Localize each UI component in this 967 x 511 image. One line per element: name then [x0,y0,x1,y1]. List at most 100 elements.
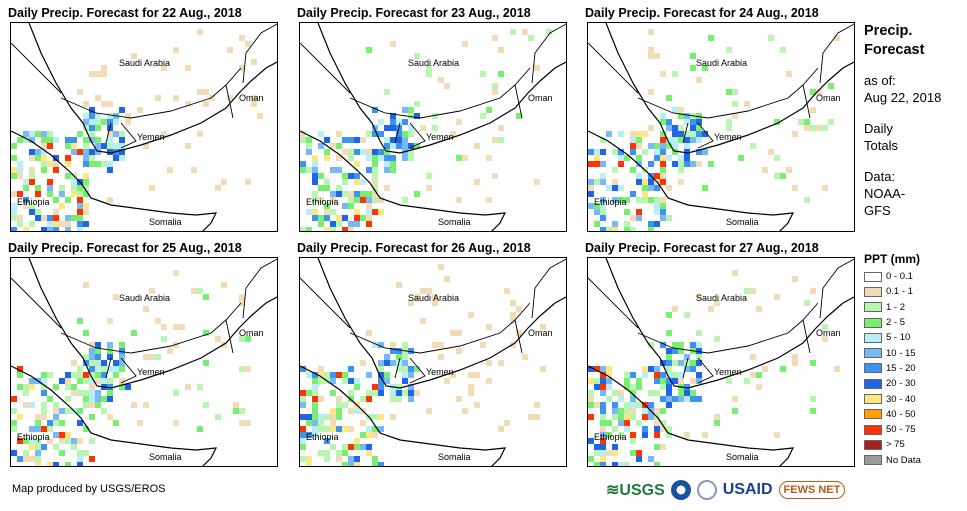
precip-cell [348,378,354,384]
precip-cell [384,167,390,173]
precip-cell [245,41,251,47]
precip-cell [708,306,714,312]
precip-cell [474,179,480,185]
precip-cell [642,131,648,137]
legend-swatch [864,378,882,389]
precip-cell [654,372,660,378]
precip-cell [251,59,257,65]
precip-cell [684,131,690,137]
precip-cell [378,372,384,378]
precip-cell [666,354,672,360]
precip-cell [402,378,408,384]
precip-cell [702,185,708,191]
precip-cell [354,438,360,444]
precip-cell [648,197,654,203]
precip-cell [107,167,113,173]
precip-cell [336,215,342,221]
precip-cell [594,402,600,408]
precip-cell [612,221,618,227]
precip-cell [666,366,672,372]
precip-cell [342,444,348,450]
precip-cell [306,462,312,466]
precip-cell [95,143,101,149]
admin-borders [11,23,277,149]
precip-cell [318,450,324,456]
precip-cell [648,125,654,131]
precip-cell [155,95,161,101]
precip-cell [77,450,83,456]
precip-cell [540,366,546,372]
asof-date: Aug 22, 2018 [864,90,942,105]
precip-cell [678,360,684,366]
precip-cell [612,185,618,191]
precip-cell [318,426,324,432]
precip-cell [372,384,378,390]
precip-cell [450,330,456,336]
precip-cell [390,119,396,125]
precip-cell [257,113,263,119]
precip-cell [624,426,630,432]
precip-cell [342,149,348,155]
precip-cell [107,131,113,137]
arabia-coastline [605,258,854,389]
precip-cell [149,354,155,360]
precip-cell [612,179,618,185]
precip-map: Saudi Arabia Oman Yemen Ethiopia Somalia [10,257,278,467]
precip-cell [71,137,77,143]
precip-cell [612,197,618,203]
precip-cell [95,113,101,119]
precip-cell [390,390,396,396]
precip-cell [798,119,804,125]
precip-cell [239,294,245,300]
precip-cell [83,143,89,149]
precip-cell [47,215,53,221]
precip-cell [774,155,780,161]
precip-cell [480,113,486,119]
precip-cell [342,173,348,179]
precip-cell [756,306,762,312]
precip-cell [672,137,678,143]
precip-cell [588,456,594,462]
precip-cell [468,390,474,396]
precip-cell [107,149,113,155]
precip-cell [300,444,306,450]
precip-cell [678,378,684,384]
precip-cell [336,408,342,414]
precip-cell [384,161,390,167]
precip-cell [600,462,606,466]
legend-label: > 75 [886,439,905,451]
logo-strip: ≋USGS USAID FEWS NET [606,480,846,500]
precip-cell [41,143,47,149]
precip-cell [101,119,107,125]
precip-cell [330,227,336,231]
precip-cell [660,113,666,119]
label-oman: Oman [528,93,553,103]
precip-cell [312,402,318,408]
precip-cell [594,378,600,384]
label-saudi-arabia: Saudi Arabia [119,58,170,68]
precip-cell [822,336,828,342]
precip-map: Saudi Arabia Oman Yemen Ethiopia Somalia [299,22,567,232]
precip-cell [53,444,59,450]
label-somalia: Somalia [438,217,471,227]
precip-cell [330,209,336,215]
precip-cell [618,414,624,420]
precip-cell [53,215,59,221]
precip-cell [113,372,119,378]
precip-cell [618,161,624,167]
precip-cell [89,438,95,444]
panel-title: Daily Precip. Forecast for 25 Aug., 2018 [8,241,242,255]
precip-cell [672,372,678,378]
precip-cell [203,294,209,300]
precip-cell [396,384,402,390]
precip-cell [35,215,41,221]
precip-cell [486,360,492,366]
precip-cell [336,426,342,432]
precip-cell [17,161,23,167]
precip-cell [185,65,191,71]
precip-cell [354,161,360,167]
arabia-coastline [605,23,854,154]
precip-cell [348,155,354,161]
precip-cell [672,71,678,77]
precip-cell [107,384,113,390]
